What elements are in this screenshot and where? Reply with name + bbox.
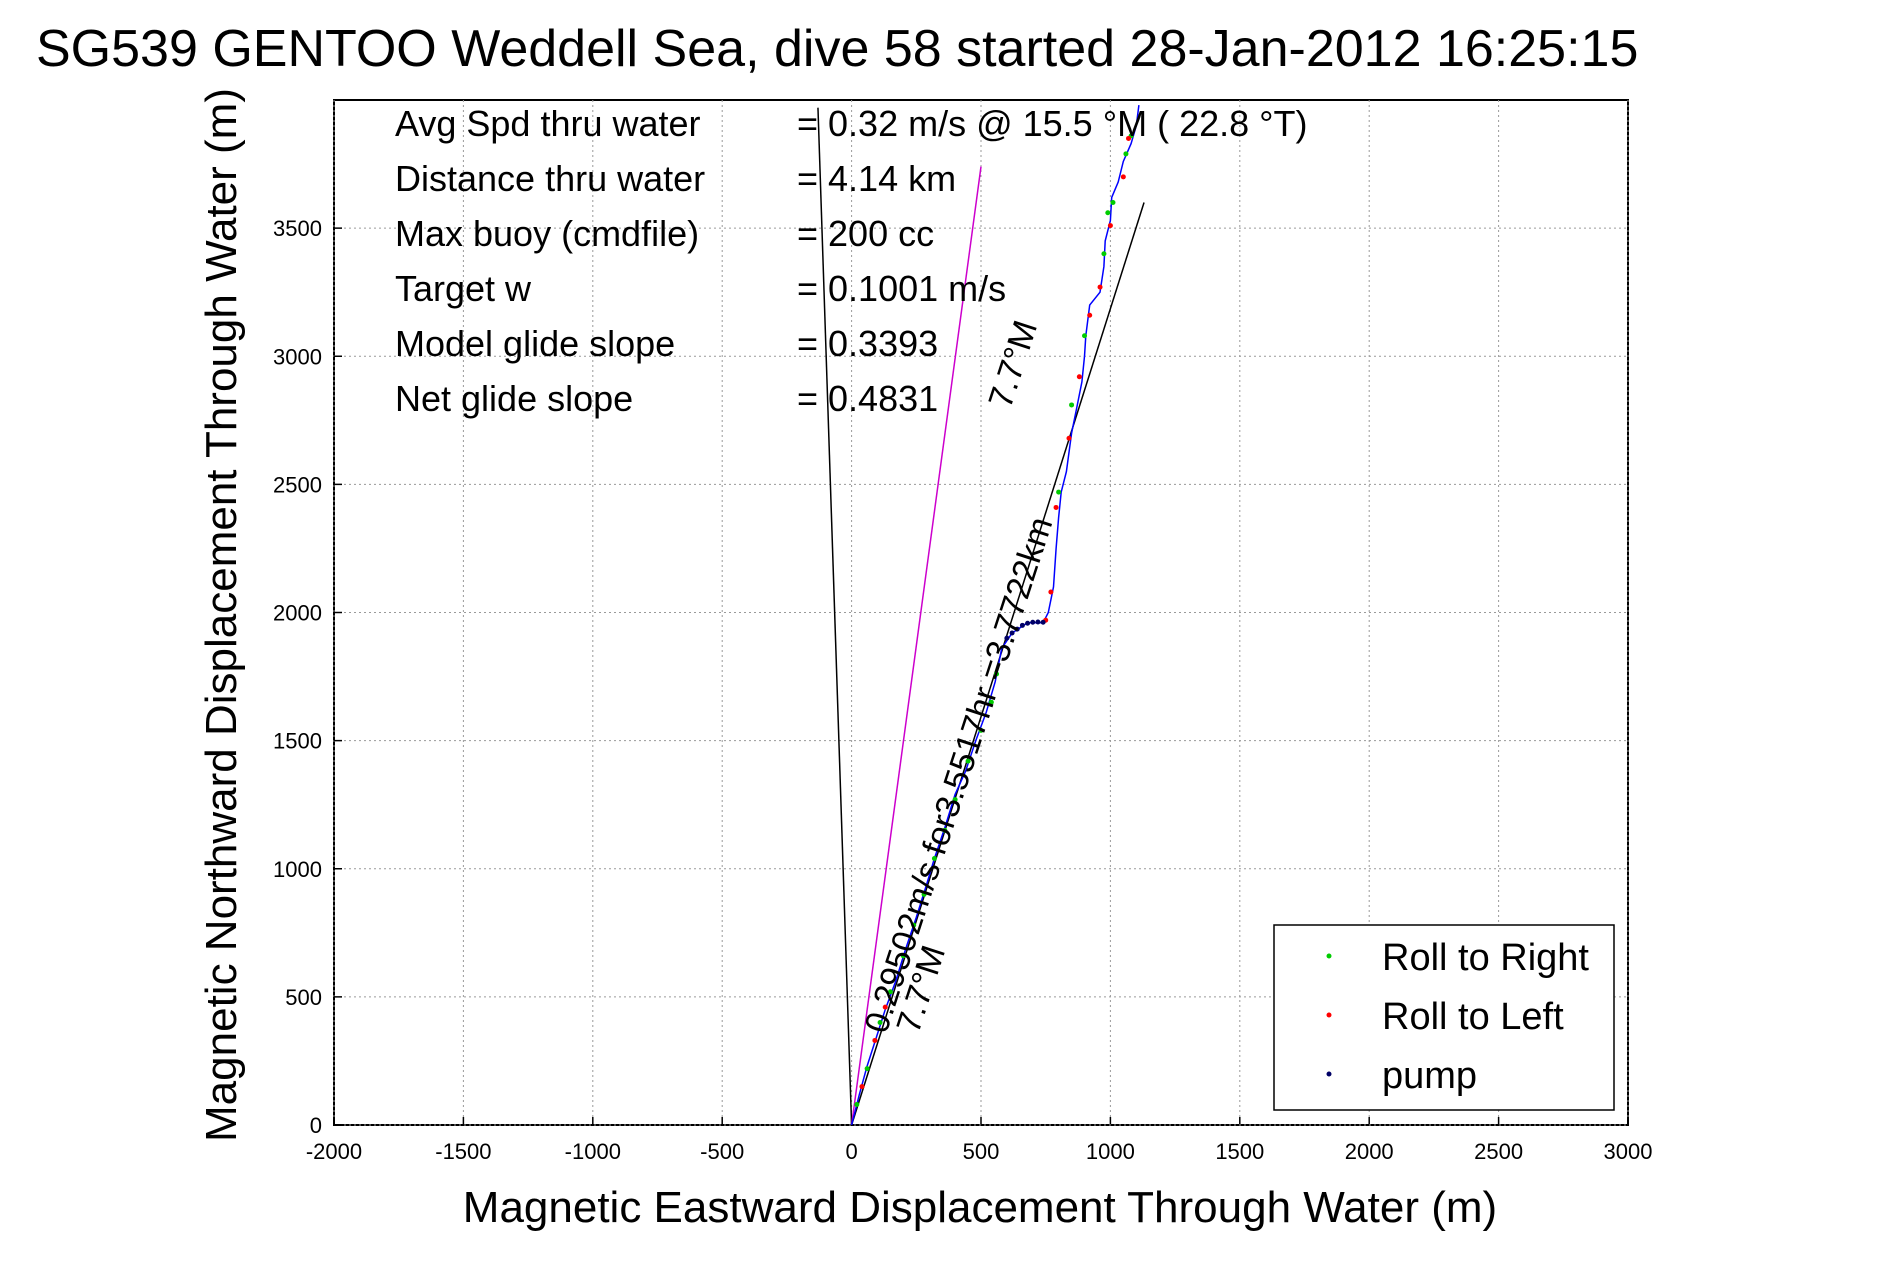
roll-to-left-point xyxy=(1048,589,1054,595)
black-reference-line-left xyxy=(817,107,853,1126)
x-tick-label: 2500 xyxy=(1474,1139,1523,1164)
annotation-label: Avg Spd thru water xyxy=(395,103,701,144)
annotation-value: = 0.1001 m/s xyxy=(797,268,1006,309)
legend-label: Roll to Right xyxy=(1382,937,1589,979)
y-tick-label: 3000 xyxy=(273,344,322,369)
roll-to-left-point xyxy=(1126,135,1132,141)
roll-to-left-point xyxy=(1107,223,1113,229)
annotation-value: = 200 cc xyxy=(797,213,934,254)
roll-to-right-point xyxy=(931,856,937,861)
roll-to-left-point xyxy=(872,1037,878,1043)
reference-lines xyxy=(817,107,1145,1126)
y-tick-label: 1000 xyxy=(273,857,322,882)
y-tick-label: 500 xyxy=(285,985,322,1010)
heading-label-top: 7.7°M xyxy=(981,316,1045,413)
roll-to-right-point xyxy=(911,922,917,928)
roll-to-right-point xyxy=(1101,251,1107,257)
y-tick-label: 2000 xyxy=(273,601,322,626)
roll-to-right-point xyxy=(1110,200,1116,205)
x-axis-label: Magnetic Eastward Displacement Through W… xyxy=(463,1183,1497,1232)
annotation-label: Model glide slope xyxy=(395,323,675,364)
roll-to-right-point xyxy=(942,827,948,833)
track-line xyxy=(850,105,1140,1126)
roll-to-right-point xyxy=(978,727,984,733)
roll-to-right-point xyxy=(952,797,958,803)
x-tick-label: 0 xyxy=(845,1139,857,1164)
roll-to-right-point xyxy=(854,1102,860,1107)
legend-entries: Roll to Right Roll to Left pump xyxy=(1326,937,1589,1097)
pump-point xyxy=(1030,619,1036,625)
roll-to-left-point xyxy=(1076,374,1082,380)
grid xyxy=(333,100,1629,1126)
x-tick-label: 3000 xyxy=(1604,1139,1653,1164)
annotation-value: = 4.14 km xyxy=(797,158,956,199)
data-series xyxy=(850,105,1140,1126)
annotation-panel: Avg Spd thru water = 0.32 m/s @ 15.5 °M (… xyxy=(395,103,1308,419)
pump-point xyxy=(1009,630,1015,636)
roll-to-right-point xyxy=(877,1020,883,1025)
y-tick-label: 1500 xyxy=(273,729,322,754)
y-tick-label: 3500 xyxy=(273,216,322,241)
roll-to-right-point xyxy=(1105,210,1111,216)
pump-point xyxy=(1004,635,1010,641)
legend-label: Roll to Left xyxy=(1382,996,1564,1038)
annotation-value: = 0.3393 xyxy=(797,323,938,364)
plot-area: -2000 -1500 -1000 -500 0 500 1000 1500 2000 2500 3… xyxy=(273,99,1653,1164)
current-vector-label: 0.29502m/s for3.5517hr =3.7722km xyxy=(857,513,1060,1038)
roll-to-right-point xyxy=(965,758,971,764)
y-axis-label: Magnetic Northward Displacement Through … xyxy=(197,88,246,1142)
roll-to-left-point xyxy=(1066,435,1072,441)
pump-point xyxy=(1014,626,1020,632)
annotation-value: = 0.32 m/s @ 15.5 °M ( 22.8 °T) xyxy=(797,103,1308,144)
roll-to-left-point xyxy=(859,1084,865,1090)
magenta-reference-line xyxy=(850,166,982,1126)
x-tick-label: 1000 xyxy=(1086,1139,1135,1164)
roll-to-right-point xyxy=(994,671,1000,677)
annotation-label: Target w xyxy=(395,268,532,309)
legend-label: pump xyxy=(1382,1055,1477,1097)
roll-to-right-point xyxy=(1056,489,1062,495)
annotation-value: = 0.4831 xyxy=(797,378,938,419)
x-tick-labels: -2000 -1500 -1000 -500 0 500 1000 1500 2000 2500 3… xyxy=(306,1139,1653,1164)
x-tick-label: 500 xyxy=(963,1139,1000,1164)
roll-to-left-point xyxy=(1087,312,1093,318)
pump-point xyxy=(1019,622,1025,628)
legend-marker xyxy=(1326,953,1332,959)
y-tick-label: 2500 xyxy=(273,472,322,497)
roll-to-left-point xyxy=(882,1004,888,1010)
x-tick-label: -2000 xyxy=(306,1139,362,1164)
y-tick-labels: 0 500 1000 1500 2000 2500 3000 3500 xyxy=(273,216,322,1138)
roll-to-left-point xyxy=(1097,284,1103,290)
x-tick-label: -1500 xyxy=(435,1139,491,1164)
roll-to-right-point xyxy=(1069,402,1075,408)
annotation-label: Max buoy (cmdfile) xyxy=(395,213,699,254)
x-tick-label: 2000 xyxy=(1345,1139,1394,1164)
x-tick-label: -500 xyxy=(700,1139,744,1164)
x-tick-label: 1500 xyxy=(1215,1139,1264,1164)
roll-to-right-point xyxy=(900,953,906,959)
roll-to-right-point xyxy=(864,1066,870,1072)
roll-to-right-point xyxy=(887,989,893,995)
annotation-label: Distance thru water xyxy=(395,158,705,199)
roll-to-right-point xyxy=(1123,151,1129,157)
roll-to-left-point xyxy=(1053,504,1059,510)
pump-point xyxy=(1040,619,1046,625)
pump-point xyxy=(1035,619,1041,625)
legend: Roll to Right Roll to Left pump xyxy=(1273,924,1615,1111)
x-tick-label: -1000 xyxy=(565,1139,621,1164)
chart-title: SG539 GENTOO Weddell Sea, dive 58 starte… xyxy=(36,20,1638,78)
roll-to-right-point xyxy=(1082,333,1088,339)
roll-to-right-point xyxy=(921,891,927,897)
legend-marker xyxy=(1326,1071,1332,1077)
black-reference-line-right xyxy=(850,202,1145,1126)
roll-to-right-point xyxy=(988,699,994,705)
y-tick-label: 0 xyxy=(310,1113,322,1138)
legend-marker xyxy=(1326,1012,1332,1018)
roll-to-left-point xyxy=(1120,174,1126,180)
pump-point xyxy=(1025,620,1031,626)
annotation-label: Net glide slope xyxy=(395,378,633,419)
